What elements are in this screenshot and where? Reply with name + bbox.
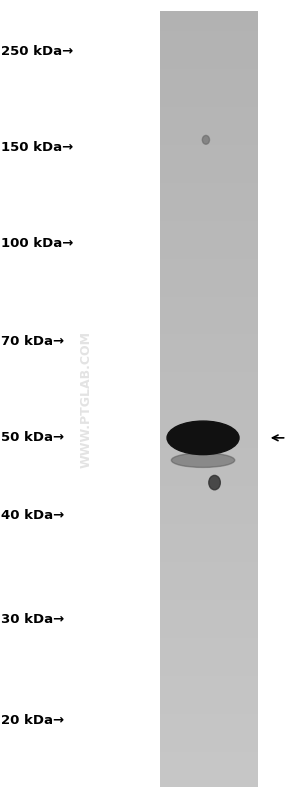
Text: 250 kDa→: 250 kDa→ bbox=[1, 46, 74, 58]
Text: WWW.PTGLAB.COM: WWW.PTGLAB.COM bbox=[80, 331, 93, 468]
Text: 20 kDa→: 20 kDa→ bbox=[1, 714, 65, 727]
Ellipse shape bbox=[167, 421, 239, 455]
Ellipse shape bbox=[209, 475, 220, 490]
Text: 50 kDa→: 50 kDa→ bbox=[1, 431, 65, 444]
Ellipse shape bbox=[202, 136, 209, 145]
Text: 30 kDa→: 30 kDa→ bbox=[1, 613, 65, 626]
Ellipse shape bbox=[171, 453, 235, 467]
Text: 70 kDa→: 70 kDa→ bbox=[1, 336, 65, 348]
Text: 40 kDa→: 40 kDa→ bbox=[1, 509, 65, 522]
Text: 100 kDa→: 100 kDa→ bbox=[1, 237, 74, 250]
Text: 150 kDa→: 150 kDa→ bbox=[1, 141, 74, 154]
